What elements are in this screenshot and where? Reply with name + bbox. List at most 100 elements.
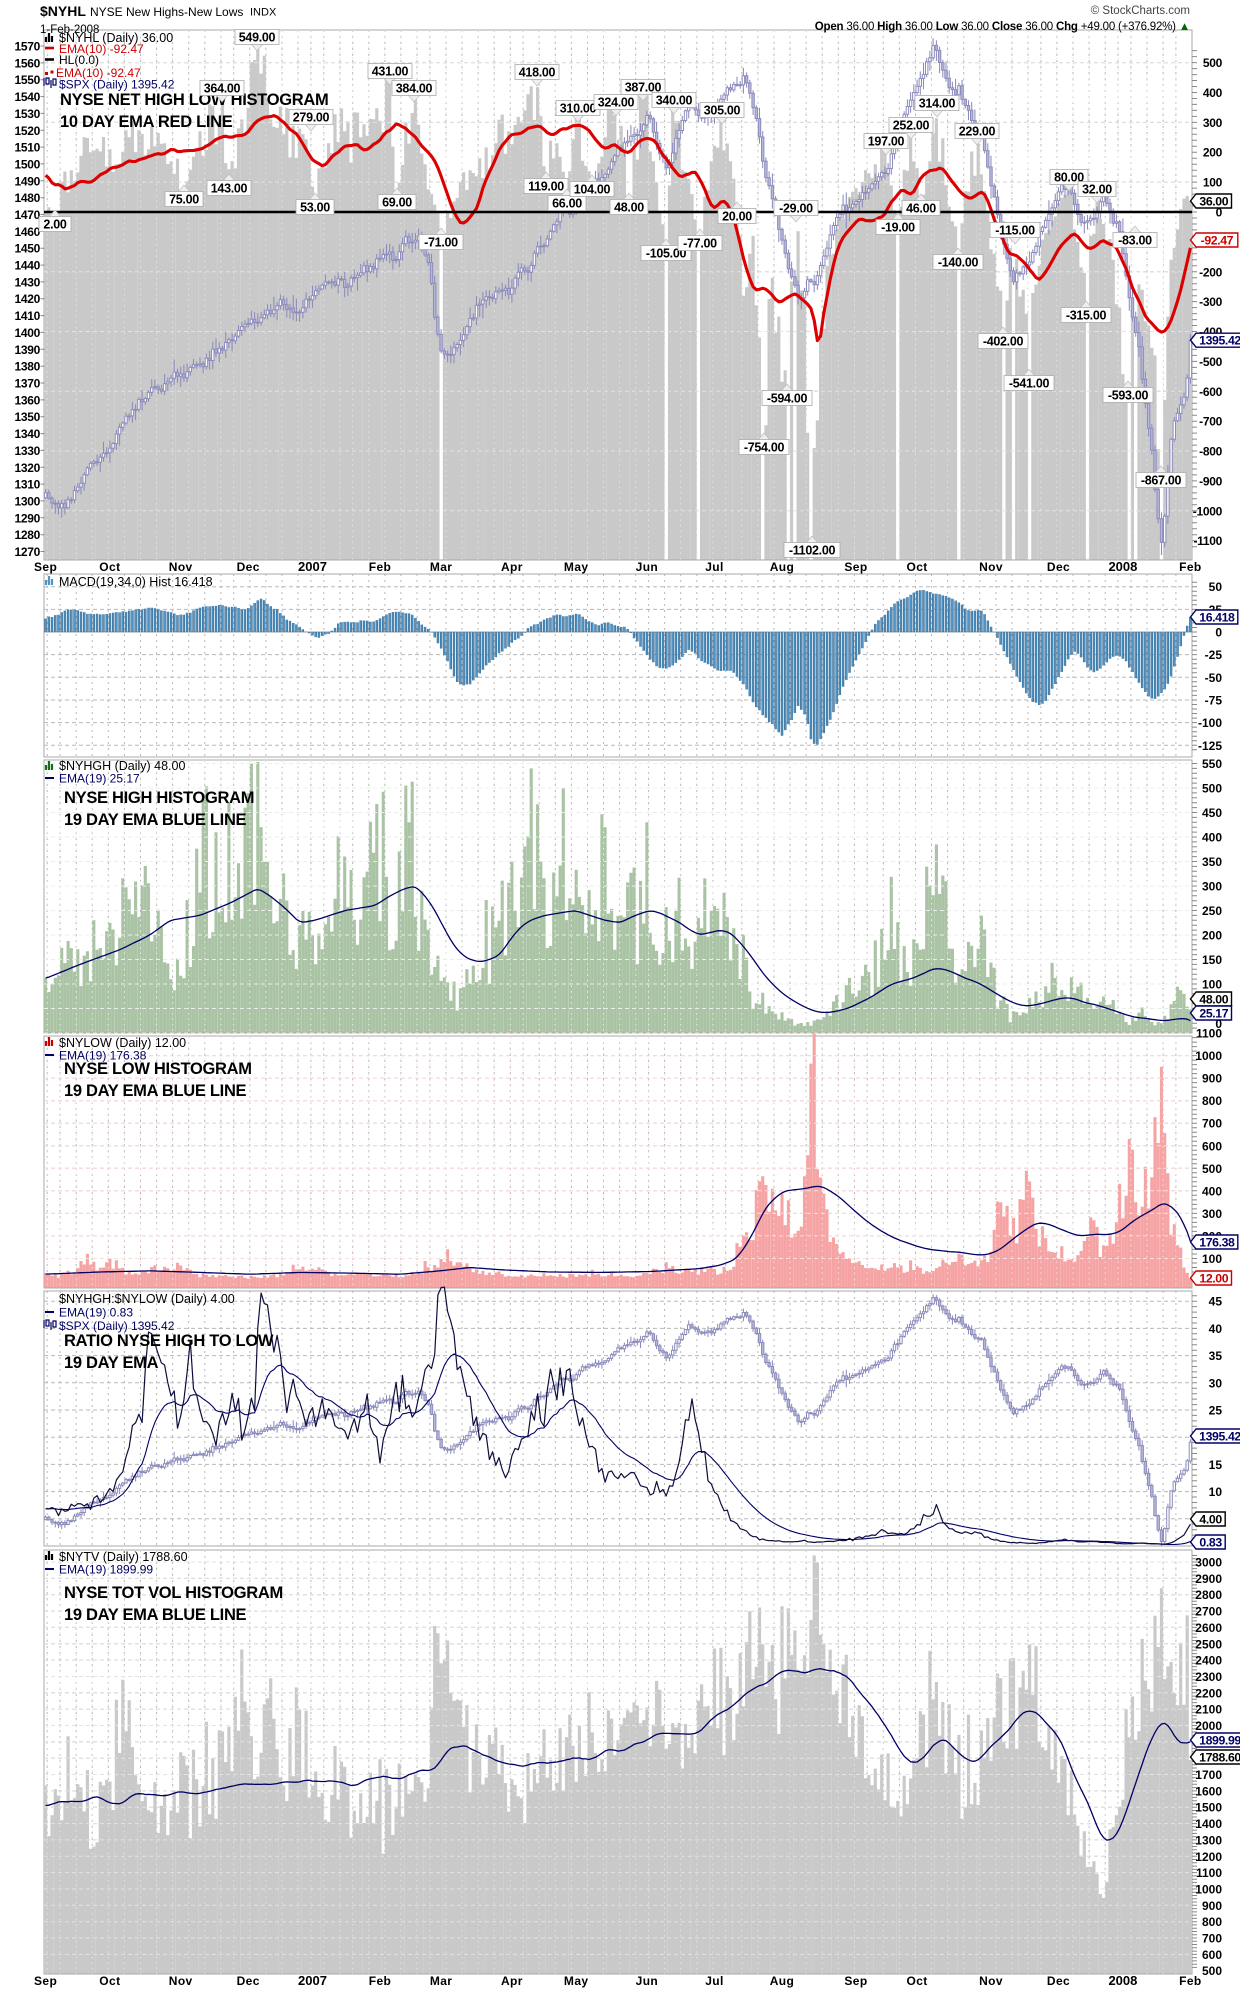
svg-text:1520: 1520 [15, 124, 41, 138]
svg-text:300: 300 [1202, 1207, 1222, 1221]
svg-text:100: 100 [1202, 978, 1222, 992]
svg-text:300: 300 [1202, 880, 1222, 894]
svg-text:431.00: 431.00 [372, 65, 409, 79]
svg-text:-29.00: -29.00 [779, 202, 813, 216]
svg-text:1420: 1420 [15, 292, 41, 306]
svg-text:Sep: Sep [34, 560, 57, 574]
svg-text:418.00: 418.00 [519, 66, 556, 80]
svg-text:EMA(19) 1899.99: EMA(19) 1899.99 [59, 1563, 153, 1577]
svg-text:-200: -200 [1199, 265, 1222, 279]
svg-text:NYSE NET HIGH LOW HISTOGRAM: NYSE NET HIGH LOW HISTOGRAM [60, 91, 328, 109]
svg-text:0: 0 [1216, 206, 1223, 220]
svg-text:1480: 1480 [15, 191, 41, 205]
svg-text:340.00: 340.00 [656, 94, 693, 108]
svg-text:-92.47: -92.47 [1201, 233, 1234, 247]
svg-text:RATIO NYSE HIGH TO LOW: RATIO NYSE HIGH TO LOW [64, 1332, 274, 1350]
svg-text:400: 400 [1202, 831, 1222, 845]
svg-text:-71.00: -71.00 [424, 236, 458, 250]
svg-text:32.00: 32.00 [1082, 183, 1112, 197]
svg-text:1330: 1330 [15, 444, 41, 458]
svg-text:Aug: Aug [770, 560, 795, 574]
svg-text:46.00: 46.00 [906, 202, 936, 216]
svg-text:Open 36.00 High 36.00 Low 36.0: Open 36.00 High 36.00 Low 36.00 Close 36… [815, 21, 1190, 33]
svg-text:40: 40 [1209, 1322, 1223, 1336]
svg-text:1500: 1500 [15, 157, 41, 171]
svg-text:$NYTV (Daily) 1788.60: $NYTV (Daily) 1788.60 [59, 1550, 188, 1564]
svg-text:2600: 2600 [1195, 1621, 1222, 1635]
svg-text:1370: 1370 [15, 377, 41, 391]
svg-text:Oct: Oct [906, 1974, 927, 1988]
svg-text:-83.00: -83.00 [1118, 234, 1152, 248]
svg-text:305.00: 305.00 [704, 104, 741, 118]
svg-text:EMA(10) -92.47: EMA(10) -92.47 [59, 42, 144, 56]
svg-text:Jul: Jul [705, 1974, 724, 1988]
svg-text:500: 500 [1203, 56, 1223, 70]
svg-text:1570: 1570 [15, 40, 41, 54]
svg-text:66.00: 66.00 [552, 197, 582, 211]
svg-text:May: May [564, 560, 589, 574]
svg-text:2008: 2008 [1108, 559, 1137, 574]
svg-text:Dec: Dec [1047, 1974, 1070, 1988]
svg-text:350: 350 [1202, 855, 1222, 869]
svg-text:-25: -25 [1205, 648, 1223, 662]
svg-text:3000: 3000 [1195, 1556, 1222, 1570]
svg-text:MACD(19,34,0) Hist 16.418: MACD(19,34,0) Hist 16.418 [59, 575, 213, 589]
svg-text:2007: 2007 [298, 559, 327, 574]
svg-text:1430: 1430 [15, 275, 41, 289]
svg-text:1395.42: 1395.42 [1199, 334, 1240, 348]
svg-text:Sep: Sep [844, 1974, 867, 1988]
svg-text:-75: -75 [1205, 694, 1223, 708]
svg-text:2007: 2007 [298, 1973, 327, 1988]
svg-text:1-Feb-2008: 1-Feb-2008 [40, 24, 99, 36]
svg-text:Dec: Dec [237, 560, 260, 574]
svg-text:Apr: Apr [501, 1974, 523, 1988]
svg-text:-700: -700 [1199, 415, 1222, 429]
svg-text:Nov: Nov [169, 1974, 193, 1988]
svg-text:450: 450 [1202, 806, 1222, 820]
svg-text:Mar: Mar [430, 560, 453, 574]
svg-text:400: 400 [1202, 1184, 1222, 1198]
svg-text:36.00: 36.00 [1199, 194, 1228, 208]
svg-text:314.00: 314.00 [919, 97, 956, 111]
svg-text:Feb: Feb [1179, 1974, 1202, 1988]
svg-text:550: 550 [1202, 757, 1222, 771]
svg-text:300: 300 [1203, 116, 1223, 130]
svg-text:$NYHL: $NYHL [40, 3, 86, 19]
svg-text:1400: 1400 [15, 326, 41, 340]
svg-text:1500: 1500 [1195, 1801, 1222, 1815]
svg-text:Jul: Jul [705, 560, 724, 574]
svg-text:310.00: 310.00 [560, 102, 597, 116]
svg-text:1440: 1440 [15, 259, 41, 273]
svg-text:Nov: Nov [979, 560, 1003, 574]
svg-text:2008: 2008 [1108, 1973, 1137, 1988]
svg-text:1320: 1320 [15, 461, 41, 475]
svg-text:1000: 1000 [1195, 1049, 1222, 1063]
svg-text:-594.00: -594.00 [767, 392, 808, 406]
svg-text:1490: 1490 [15, 174, 41, 188]
svg-text:143.00: 143.00 [211, 182, 248, 196]
svg-text:Dec: Dec [1047, 560, 1070, 574]
svg-text:1200: 1200 [1195, 1850, 1222, 1864]
svg-text:25: 25 [1209, 1404, 1223, 1418]
svg-text:45: 45 [1209, 1295, 1223, 1309]
svg-text:229.00: 229.00 [959, 125, 996, 139]
svg-text:549.00: 549.00 [239, 31, 276, 45]
svg-text:NYSE HIGH HISTOGRAM: NYSE HIGH HISTOGRAM [64, 789, 254, 807]
svg-text:1380: 1380 [15, 360, 41, 374]
svg-text:1400: 1400 [1195, 1817, 1222, 1831]
svg-text:EMA(10) -92.47: EMA(10) -92.47 [56, 66, 141, 80]
svg-text:1700: 1700 [1195, 1768, 1222, 1782]
svg-text:-115.00: -115.00 [995, 224, 1035, 238]
svg-text:1100: 1100 [1196, 1027, 1222, 1041]
svg-text:-600: -600 [1199, 385, 1222, 399]
svg-text:$NYHL (Daily) 36.00: $NYHL (Daily) 36.00 [59, 31, 173, 45]
svg-text:-593.00: -593.00 [1108, 389, 1149, 403]
svg-text:Sep: Sep [844, 560, 867, 574]
svg-text:1300: 1300 [15, 494, 41, 508]
svg-text:4.00: 4.00 [1199, 1512, 1222, 1526]
svg-text:HL(0.0): HL(0.0) [59, 53, 99, 67]
svg-text:250: 250 [1202, 904, 1222, 918]
svg-text:100: 100 [1202, 1252, 1222, 1266]
svg-text:Jun: Jun [636, 560, 659, 574]
svg-text:2900: 2900 [1195, 1572, 1222, 1586]
